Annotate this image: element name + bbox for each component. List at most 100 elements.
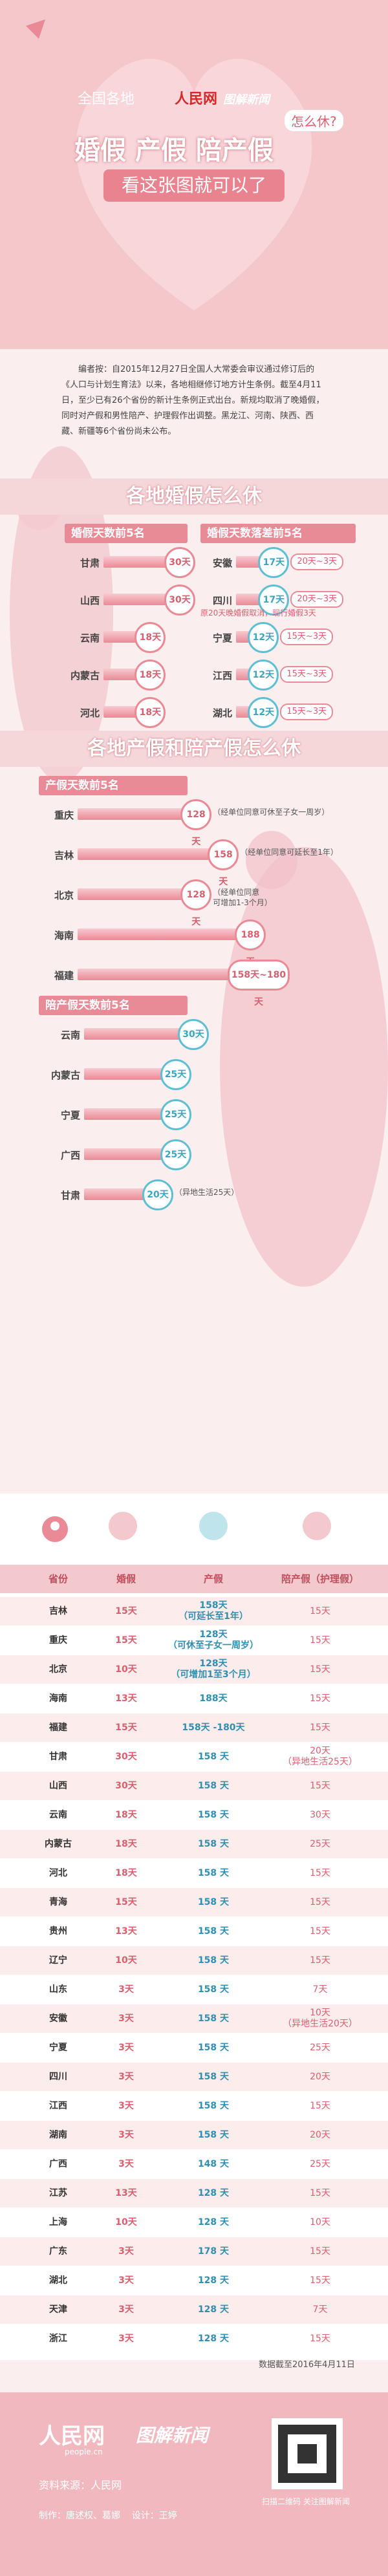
badge: 12天 bbox=[248, 660, 279, 691]
badge: 17天 bbox=[258, 585, 290, 616]
table-cell: 158 天 bbox=[197, 2042, 230, 2053]
province: 安徽 bbox=[212, 557, 232, 569]
province: 北京 bbox=[54, 890, 74, 901]
table-row bbox=[0, 1801, 388, 1829]
table-cell: 18天 bbox=[115, 1838, 137, 1849]
table-cell: 158 天 bbox=[197, 2100, 230, 2111]
table-cell: 128 天 bbox=[197, 2216, 230, 2227]
data-note: 数据截至2016年4月11日 bbox=[259, 2360, 355, 2370]
table-cell: 福建 bbox=[49, 1722, 67, 1733]
table-cell: 158 天 bbox=[197, 2013, 230, 2024]
note: （经单位同意 可增加1-3个月） bbox=[213, 888, 272, 907]
table-cell: 10天 bbox=[115, 2216, 137, 2227]
section-title: 各地产假和陪产假怎么休 bbox=[0, 731, 388, 767]
badge: 25天 bbox=[160, 1099, 191, 1130]
table-cell: 20天 bbox=[310, 2129, 330, 2140]
table-cell: 15天 bbox=[115, 1635, 137, 1646]
badge: 12天 bbox=[248, 622, 279, 653]
table-cell: 10天 bbox=[310, 2216, 330, 2227]
brand: 人民网 bbox=[175, 91, 218, 107]
badge: 20天 bbox=[142, 1179, 173, 1210]
range: 20天~3天 bbox=[290, 553, 344, 570]
table-cell: 13天 bbox=[115, 1693, 137, 1704]
table-row bbox=[0, 1946, 388, 1975]
table-cell: 3天 bbox=[118, 2246, 134, 2257]
table-cell: 15天 bbox=[310, 1867, 330, 1878]
table-cell: 浙江 bbox=[49, 2333, 67, 2344]
bar bbox=[78, 808, 194, 820]
bar bbox=[84, 1028, 191, 1040]
title-part: 婚假 bbox=[74, 136, 126, 166]
ranking-title: 产假天数前5名 bbox=[39, 776, 188, 795]
province: 甘肃 bbox=[80, 557, 100, 569]
bar bbox=[84, 1188, 155, 1200]
table-cell: 10天 （异地生活20天） bbox=[283, 2008, 358, 2029]
table-cell: 10天 bbox=[115, 1955, 137, 1966]
table-row bbox=[0, 2179, 388, 2207]
table-cell: 辽宁 bbox=[49, 1955, 67, 1966]
province: 湖北 bbox=[212, 707, 232, 719]
table-cell: 158 天 bbox=[197, 1751, 230, 1762]
table-cell: 158 天 bbox=[197, 1809, 230, 1820]
title-tail: 怎么休? bbox=[285, 110, 343, 131]
badge: 25天 bbox=[160, 1059, 191, 1090]
ranking-title: 婚假天数落差前5名 bbox=[200, 524, 356, 543]
table-cell: 宁夏 bbox=[49, 2042, 67, 2053]
table-cell: 云南 bbox=[49, 1809, 67, 1820]
table-row bbox=[0, 2121, 388, 2149]
province: 四川 bbox=[212, 595, 232, 606]
table-row bbox=[0, 1917, 388, 1946]
table-cell: 158 天 bbox=[197, 1867, 230, 1878]
table-cell: 15天 bbox=[310, 1635, 330, 1646]
province: 河北 bbox=[80, 707, 100, 719]
note: 原20天晚婚假取消，现行婚假3天 bbox=[200, 608, 316, 617]
table-cell: 海南 bbox=[49, 1693, 67, 1704]
footer-domain: people.cn bbox=[65, 2447, 103, 2456]
table-cell: 甘肃 bbox=[49, 1751, 67, 1762]
badge: 188天 bbox=[235, 919, 266, 967]
bar bbox=[78, 969, 241, 980]
table-cell: 重庆 bbox=[49, 1635, 67, 1646]
table-cell: 10天 bbox=[115, 1664, 137, 1675]
table-header bbox=[0, 1565, 388, 1593]
table-cell: 13天 bbox=[115, 1926, 137, 1937]
table-cell: 青海 bbox=[49, 1896, 67, 1907]
table-cell: 7天 bbox=[312, 2304, 328, 2315]
table-cell: 15天 bbox=[310, 1605, 330, 1616]
province: 云南 bbox=[60, 1029, 80, 1041]
table-cell: 148 天 bbox=[197, 2158, 230, 2169]
bar bbox=[103, 594, 177, 605]
table-cell: 158 天 bbox=[197, 2129, 230, 2140]
table-cell: 河北 bbox=[49, 1867, 67, 1878]
table-cell: 25天 bbox=[310, 1838, 330, 1849]
table-cell: 湖南 bbox=[49, 2129, 67, 2140]
badge: 128天 bbox=[180, 879, 212, 927]
badge: 18天 bbox=[135, 660, 166, 691]
table-row bbox=[0, 2004, 388, 2033]
footer-brand: 人民网 bbox=[39, 2423, 105, 2449]
table-row bbox=[0, 1975, 388, 2004]
table-cell: 15天 bbox=[310, 1693, 330, 1704]
badge: 158天 bbox=[208, 839, 239, 887]
table-cell: 30天 bbox=[115, 1751, 137, 1762]
main-title: 婚假 产假 陪产假 bbox=[74, 129, 274, 167]
table-cell: 15天 bbox=[115, 1896, 137, 1907]
table-cell: 128 天 bbox=[197, 2304, 230, 2315]
table-row bbox=[0, 2295, 388, 2324]
province: 内蒙古 bbox=[50, 1069, 80, 1081]
table-cell: 15天 bbox=[310, 1780, 330, 1791]
table-cell: 18天 bbox=[115, 1809, 137, 1820]
range: 20天~3天 bbox=[290, 591, 344, 608]
table-cell: 15天 bbox=[310, 2100, 330, 2111]
badge: 18天 bbox=[135, 622, 166, 653]
table-cell: 内蒙古 bbox=[45, 1838, 72, 1849]
badge: 30天 bbox=[164, 585, 195, 616]
badge: 25天 bbox=[160, 1139, 191, 1170]
footer-brand2: 图解新闻 bbox=[136, 2425, 209, 2446]
table-row bbox=[0, 1888, 388, 1916]
badge: 158天~180天 bbox=[228, 960, 290, 1007]
credits: 制作：唐述权、葛娜 设计：王婷 bbox=[39, 2511, 177, 2521]
table-cell: 158 天 bbox=[197, 1926, 230, 1937]
table-cell: 158 天 bbox=[197, 1896, 230, 1907]
province: 宁夏 bbox=[60, 1110, 80, 1121]
